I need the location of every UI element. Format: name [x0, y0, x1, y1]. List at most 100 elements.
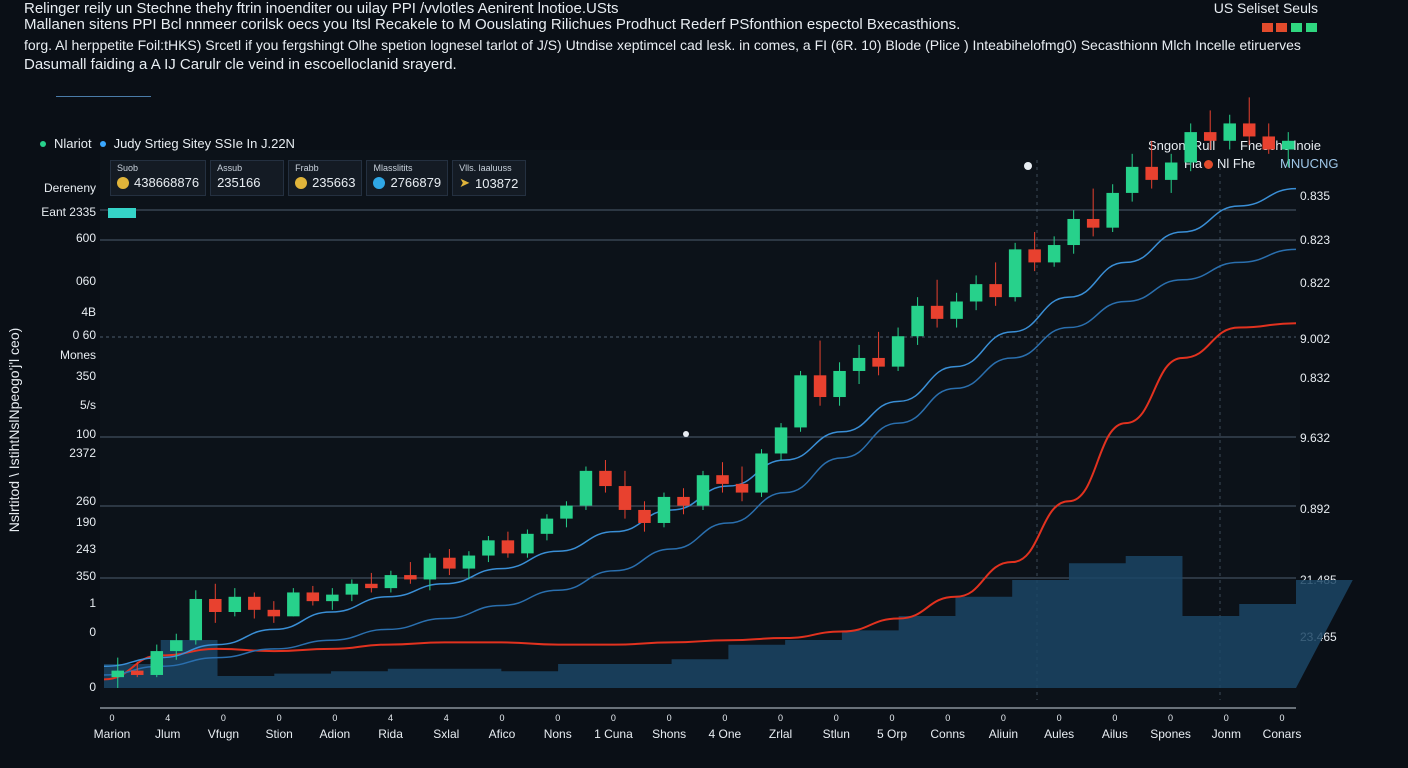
x-tick-label: 5 Orp: [876, 727, 908, 741]
x-tick-mark: 0: [555, 713, 561, 723]
candle-body: [1164, 162, 1178, 180]
candle-body: [1028, 249, 1041, 263]
candle-body: [755, 453, 768, 493]
candle-body: [1008, 249, 1022, 298]
x-tick-label: Stlun: [822, 727, 850, 741]
candle-body: [833, 370, 846, 398]
candle-body: [1282, 140, 1295, 150]
y-tick-label: 350: [75, 369, 96, 383]
volume-area: [104, 556, 1353, 688]
chart-dot-marker: [1024, 162, 1032, 170]
coin-blue-icon: [373, 176, 386, 189]
candle-body: [248, 596, 261, 610]
x-tick-label: 1 Cuna: [594, 727, 633, 741]
legend-top: Nlariot Judy Srtieg Sitey SSIe In J.22N: [40, 136, 295, 151]
status-square-3: [1291, 23, 1302, 32]
candle-body: [911, 305, 924, 337]
x-tick-label: Adion: [319, 727, 351, 741]
candle-body: [1242, 123, 1256, 137]
candle-body: [989, 284, 1002, 298]
stat-box-4: Mlasslitits 2766879: [366, 160, 449, 196]
top-right-title: US Seliset Seuls: [1213, 0, 1318, 16]
candle-body: [735, 483, 749, 493]
y-tick-label: 260: [75, 494, 96, 508]
candle-body: [365, 583, 378, 589]
candle-body: [696, 475, 710, 506]
candle-body: [969, 284, 983, 302]
candle-body: [1086, 218, 1100, 228]
candle-body: [521, 533, 534, 554]
candle-body: [677, 496, 690, 506]
candle-body: [1106, 192, 1119, 228]
right-legend-1: Sngont Rull: [1148, 138, 1216, 153]
x-tick-label: Jonm: [1211, 727, 1241, 741]
y-tick-label: 350: [75, 569, 96, 583]
stat-label: Assub: [217, 163, 243, 173]
candle-body: [306, 592, 320, 602]
x-tick-label: Afico: [488, 727, 516, 741]
price-marker: [108, 208, 136, 218]
right-legend-3: Nl Fhe: [1217, 156, 1256, 171]
stat-value: 2766879: [390, 175, 442, 190]
status-square-4: [1306, 23, 1317, 32]
x-tick-label: Conns: [930, 727, 966, 741]
stat-label: Frabb: [295, 163, 319, 173]
x-tick-mark: 0: [833, 713, 839, 723]
candle-body: [1067, 218, 1080, 246]
candle-body: [774, 427, 788, 454]
y-tick-label-right: 0.832: [1300, 371, 1331, 385]
x-tick-mark: 4: [388, 713, 394, 723]
candle-body: [482, 540, 495, 556]
status-square-2: [1276, 23, 1287, 32]
stat-label: Vlls. laaluuss: [459, 163, 512, 173]
y-tick-label-right: 0.835: [1300, 189, 1331, 203]
candle-body: [852, 357, 866, 371]
coin-icon: [295, 176, 308, 189]
y-tick-label-right: 0.822: [1300, 276, 1331, 290]
candle-body: [501, 540, 515, 554]
x-tick-mark: 0: [666, 713, 672, 723]
x-tick-mark: 0: [722, 713, 728, 723]
candle-body: [150, 651, 164, 675]
ma-slow-line: [103, 248, 1297, 676]
red-trend-line: [103, 322, 1297, 681]
candle-body: [1145, 166, 1158, 180]
stat-value: 235663: [312, 175, 356, 190]
legend-market-dot: [40, 140, 46, 147]
stats-bar: Suob 438668876 Assub 235166 Frabb 235663…: [110, 160, 527, 196]
candle-body: [716, 475, 729, 484]
x-tick-mark: 0: [1168, 713, 1174, 723]
candle-body: [579, 470, 593, 506]
x-tick-label: Conars: [1262, 727, 1302, 741]
y-tick-label: 100: [75, 427, 96, 441]
header-line-1: Relinger reily un Stechne thehy ftrin in…: [24, 0, 619, 17]
x-tick-label: Aliuin: [988, 727, 1019, 741]
x-tick-mark: 0: [109, 713, 115, 723]
y-tick-label: 600: [75, 231, 96, 245]
header-line-2: Mallanen sitens PPI Bcl nnmeer corilsk o…: [24, 16, 961, 33]
x-tick-mark: 0: [1000, 713, 1006, 723]
y-tick-label-right: 9.002: [1300, 332, 1331, 346]
candle-body: [1184, 132, 1197, 163]
candle-body: [326, 594, 339, 602]
stat-box-3: Frabb 235663: [288, 160, 363, 196]
candle-body: [560, 505, 573, 519]
candle-body: [657, 496, 671, 523]
y-tick-label: 190: [75, 515, 96, 529]
candle-body: [131, 670, 144, 675]
y-tick-label: 0: [89, 680, 96, 694]
candle-body: [443, 557, 456, 569]
x-tick-label: Shons: [652, 727, 687, 741]
candle-body: [599, 470, 612, 487]
candle-body: [209, 598, 222, 612]
status-square-1: [1262, 23, 1273, 32]
x-tick-label: Nons: [543, 727, 572, 741]
y-tick-label: 4B: [81, 305, 96, 319]
x-tick-label: Rida: [378, 727, 403, 741]
arrow-icon: ➤: [459, 175, 470, 190]
candle-body: [423, 557, 437, 580]
x-tick-mark: 0: [1223, 713, 1229, 723]
x-tick-label: Zrlal: [768, 727, 793, 741]
candle-body: [267, 609, 281, 617]
ma-fast-line: [103, 187, 1297, 668]
